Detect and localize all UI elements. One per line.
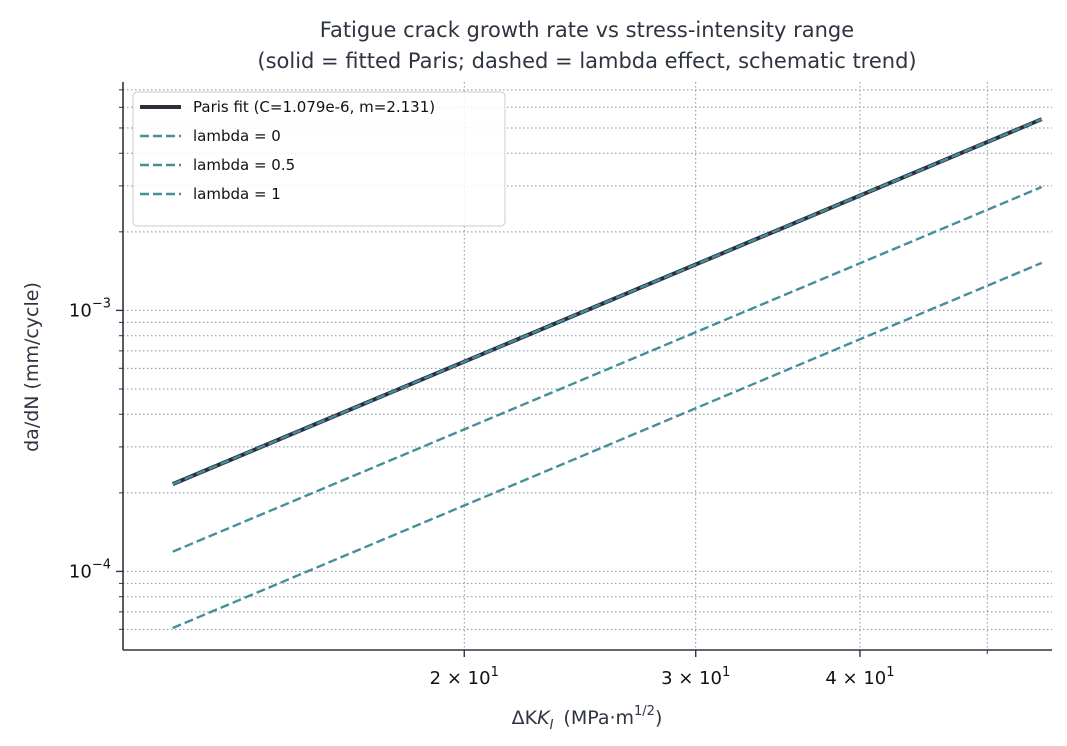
legend-box [132,91,506,227]
tick-labels: 2 × 101 3 × 101 4 × 101 10−4 10−3 [69,89,988,689]
series-layer [171,117,1043,630]
legend-label-3: lambda = 1 [193,185,281,203]
series-line-3 [172,261,1043,630]
legend-label-0: Paris fit (C=1.079e-6, m=2.131) [193,98,435,116]
series-line-1 [172,118,1043,486]
y-axis-label: da/dN (mm/cycle) [21,282,43,452]
series-line-2 [172,185,1043,553]
x-tick-label: 2 × 101 [430,665,499,689]
y-tick-label: 10−4 [69,557,111,582]
legend-label-2: lambda = 0.5 [193,156,295,174]
legend: Paris fit (C=1.079e-6, m=2.131) lambda = … [132,91,506,227]
chart-title-line2: (solid = fitted Paris; dashed = lambda e… [257,49,916,73]
chart-title-line1: Fatigue crack growth rate vs stress-inte… [320,18,854,42]
y-tick-label: 10−3 [69,296,111,321]
x-tick-label: 4 × 101 [825,665,894,689]
legend-label-1: lambda = 0 [193,127,281,145]
x-tick-label: 3 × 101 [661,665,730,689]
axes [122,82,1052,651]
x-axis-label: ΔKKI (MPa·m1/2) [512,704,663,733]
